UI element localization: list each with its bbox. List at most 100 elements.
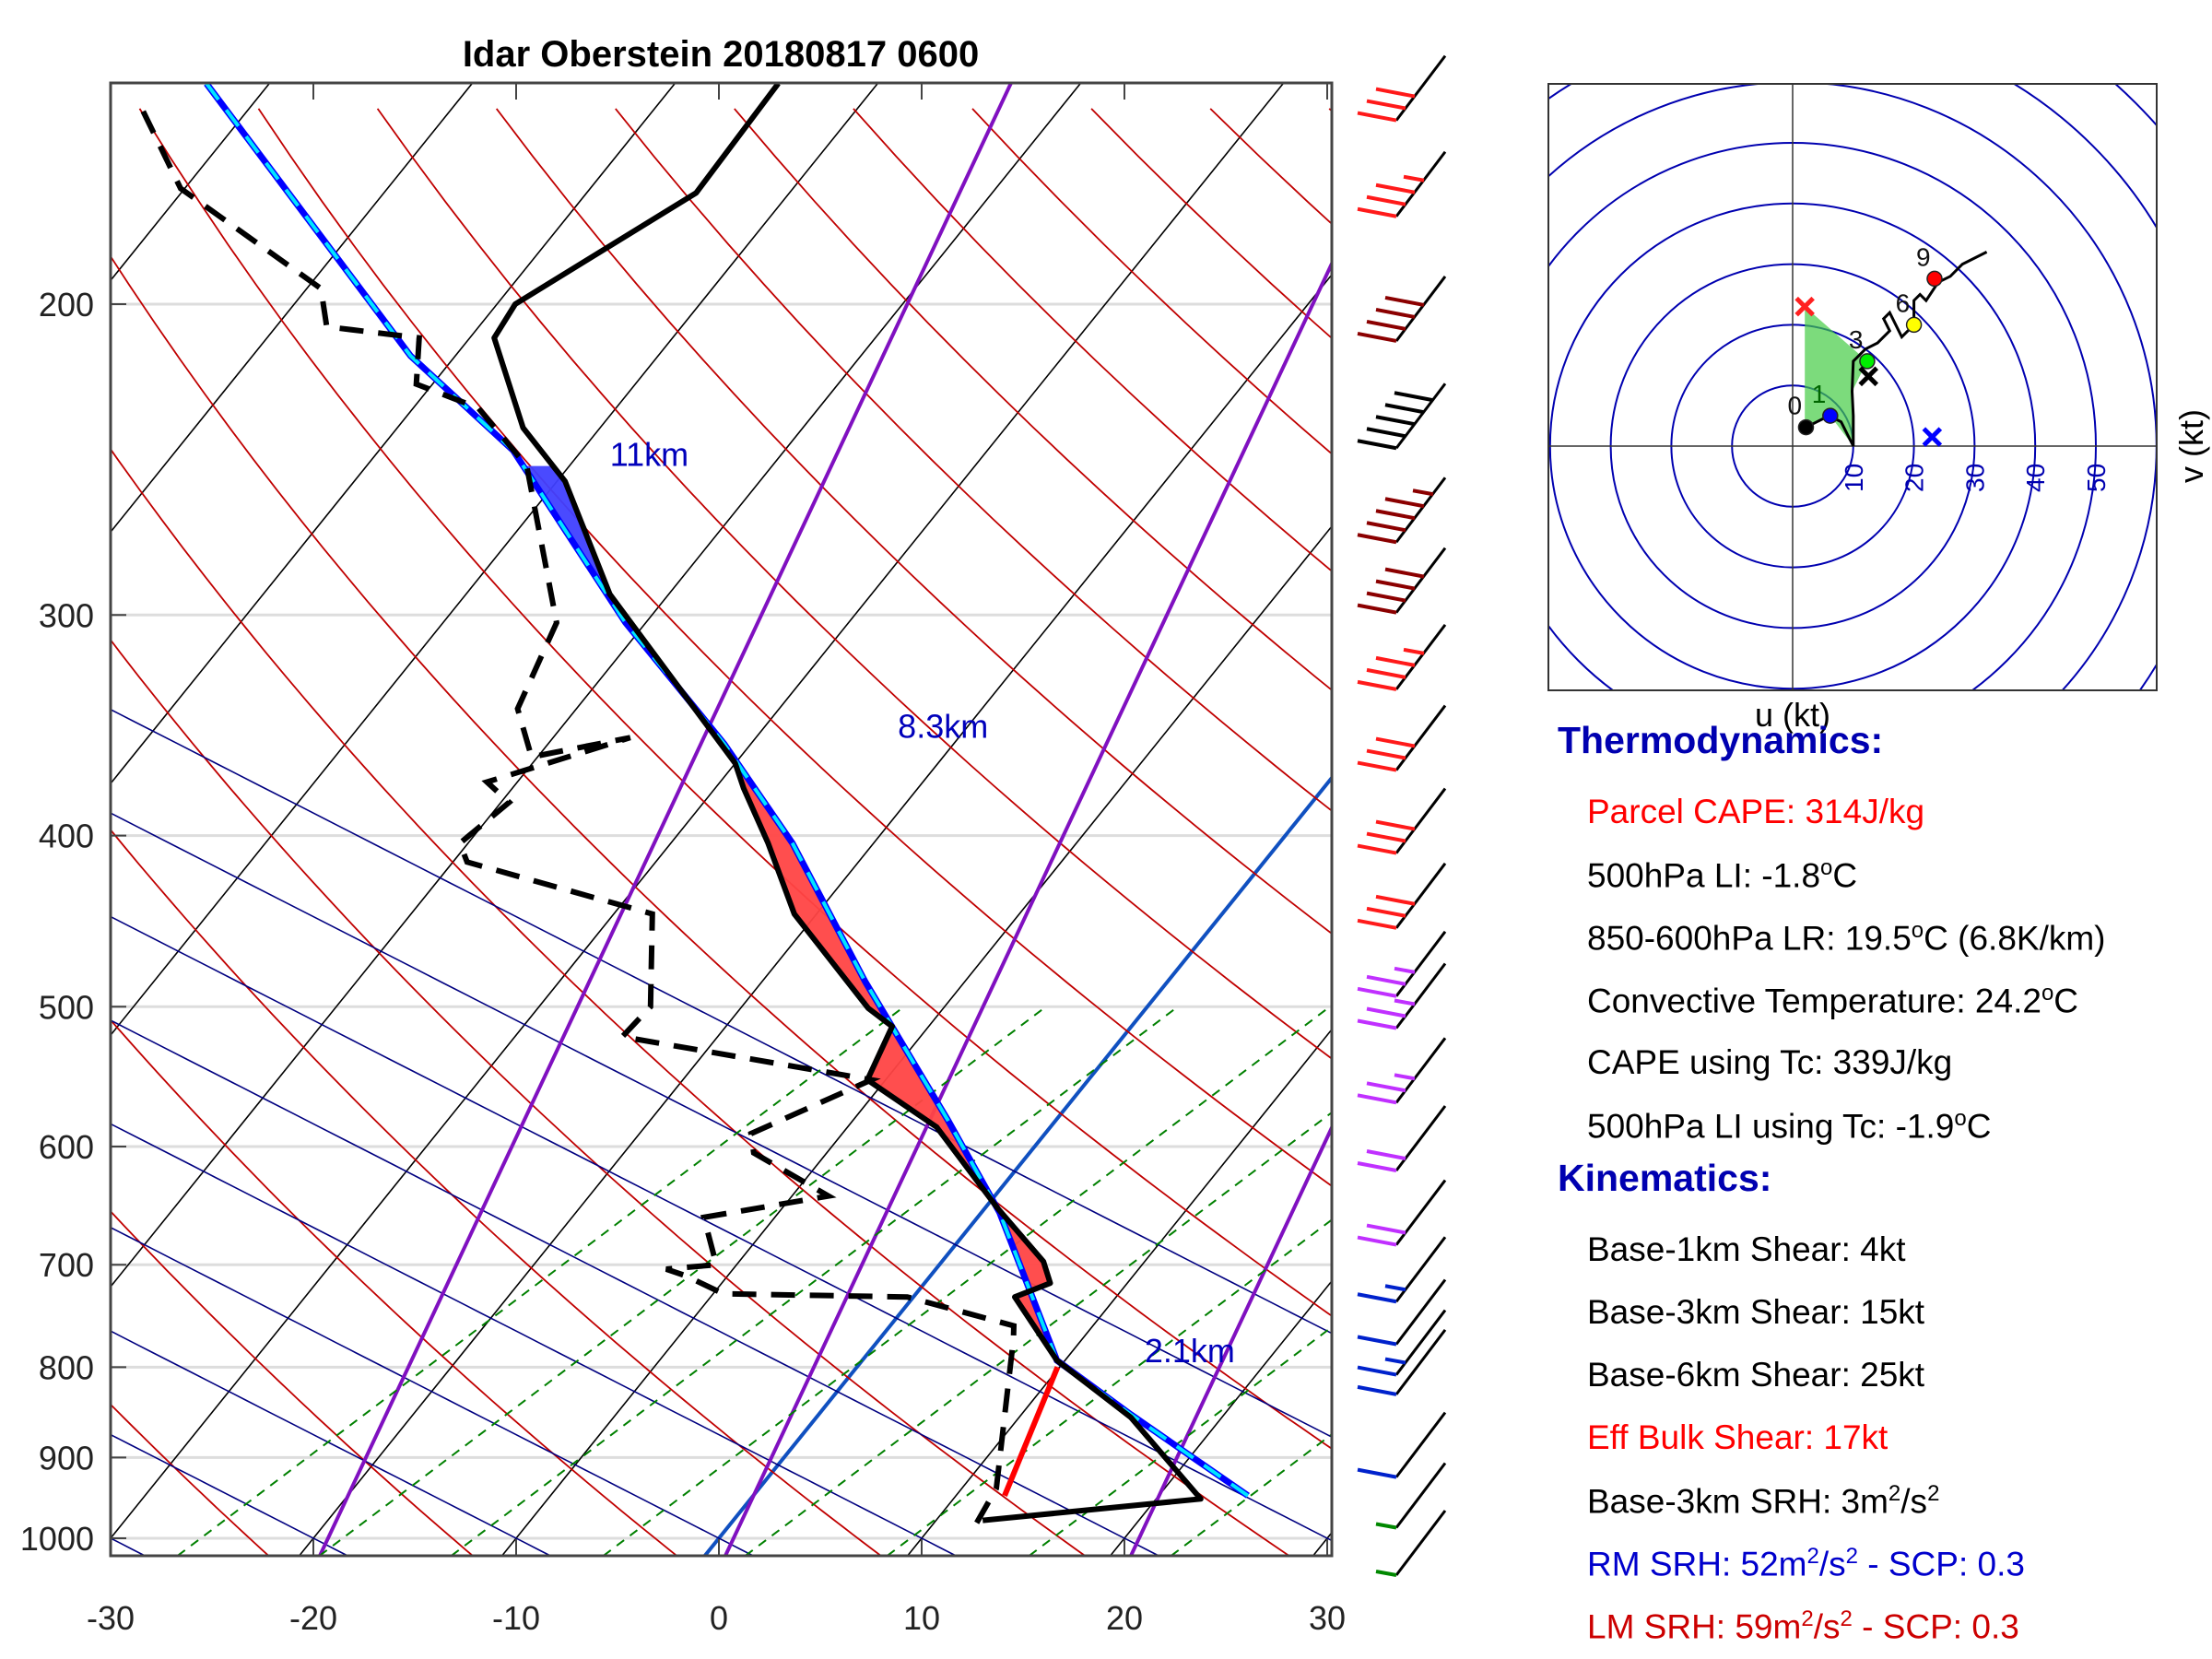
moist-adiabat [111, 1019, 1161, 1556]
moist-adiabat [111, 1123, 959, 1556]
red-parcel-segment [1002, 1366, 1061, 1497]
barb-half [1375, 1570, 1397, 1577]
barb-flag [1375, 894, 1416, 906]
x-tick-label: 10 [903, 1599, 940, 1637]
barb-half [1394, 998, 1416, 1006]
barb-flag [1357, 439, 1397, 451]
dry-adiabat [1209, 108, 1332, 226]
x-tick-label: -30 [87, 1599, 135, 1637]
barb-flag [1366, 194, 1406, 206]
kin-line: Base-1km Shear: 4kt [1587, 1230, 1906, 1268]
barb-flag [1366, 521, 1406, 533]
barb-flag [1366, 831, 1406, 843]
barb-flag [1366, 427, 1406, 439]
hodo-height-label: 0 [1787, 392, 1802, 420]
hodo-ylabel: v (kt) [2172, 409, 2210, 483]
barb-flag [1375, 509, 1416, 521]
thermo-line: 500hPa LI using Tc: -1.9oC [1587, 1106, 1992, 1146]
x-tick-label: -20 [289, 1599, 337, 1637]
hodograph: 0 13 69 10 20 30 40 50 u (kt) v (kt) [1547, 83, 2210, 734]
barb-half [1403, 647, 1425, 655]
hodo-ring-label: 50 [2082, 464, 2111, 492]
barb-half [1394, 1073, 1416, 1081]
barb-flag [1375, 307, 1416, 319]
barb-flag [1366, 1081, 1406, 1093]
dry-adiabat [376, 108, 1332, 1060]
barb-flag [1384, 295, 1425, 307]
mixing-ratio-line [887, 1218, 1332, 1556]
barb-staff [1394, 962, 1447, 1030]
hodo-ring-label: 20 [1900, 464, 1929, 492]
isotherm [1109, 1279, 1332, 1556]
barb-flag [1384, 567, 1425, 579]
barb-staff [1394, 704, 1447, 771]
barb-flag [1394, 391, 1434, 403]
barb-half [1394, 966, 1416, 974]
dry-adiabat [1090, 108, 1332, 340]
dry-adiabat [257, 108, 1332, 1187]
y-tick-label: 600 [39, 1128, 94, 1166]
barb-flag [1366, 974, 1406, 986]
moist-adiabat [111, 915, 1332, 1542]
x-tick-label: 20 [1106, 1599, 1143, 1637]
temperature-line [491, 83, 1204, 1524]
barb-flag [1357, 1292, 1397, 1304]
moist-adiabat [111, 1330, 553, 1556]
barb-flag [1384, 497, 1425, 509]
barb-staff [1394, 477, 1447, 544]
purple-isoline [724, 259, 1332, 1556]
barb-flag [1375, 182, 1416, 194]
barb-half [1403, 174, 1425, 182]
storm-motion-marker [1922, 427, 1943, 447]
isotherm [500, 524, 1332, 1556]
dry-adiabat [111, 1209, 475, 1556]
hodo-ring-label: 40 [2021, 464, 2050, 492]
isotherm [111, 83, 878, 1037]
kin-line: LM SRH: 59m2/s2 - SCP: 0.3 [1587, 1606, 2019, 1646]
isotherm [111, 83, 1081, 1288]
chart-title: Idar Oberstein 20180817 0600 [463, 34, 979, 75]
barb-flag [1366, 1149, 1406, 1160]
barb-flag [1357, 1335, 1397, 1347]
thermo-line: 500hPa LI: -1.8oC [1587, 855, 1858, 895]
x-tick-label: 30 [1309, 1599, 1346, 1637]
x-tick-label: 0 [710, 1599, 728, 1637]
barb-flag [1357, 1235, 1397, 1247]
barb-half [1384, 1284, 1406, 1292]
barb-flag [1366, 1006, 1406, 1018]
storm-motion-marker [1858, 366, 1879, 387]
barb-staff [1394, 276, 1447, 342]
barb-flag [1366, 906, 1406, 918]
thermo-line: Parcel CAPE: 314J/kg [1587, 793, 1925, 830]
isotherm [298, 273, 1332, 1556]
barb-staff [1394, 1411, 1447, 1478]
barb-staff [1394, 1236, 1447, 1303]
height-annotation: 2.1km [1145, 1332, 1235, 1370]
plot-frame [109, 81, 1334, 1558]
dry-adiabat [111, 254, 1332, 1450]
thermo-line: Convective Temperature: 24.2oC [1587, 981, 2079, 1020]
moist-adiabat [111, 1226, 756, 1556]
axes: -30 -20 -10 0 10 20 30 200 300 400 500 600 700 800 900… [20, 83, 1346, 1637]
height-annotation: 8.3km [898, 707, 988, 745]
y-tick-label: 400 [39, 818, 94, 855]
hodo-xlabel: u (kt) [1755, 696, 1830, 734]
hodo-height-marker [1822, 407, 1839, 424]
barb-staff [1394, 1462, 1447, 1529]
barb-flag [1366, 748, 1406, 760]
kin-line: RM SRH: 52m2/s2 - SCP: 0.3 [1587, 1544, 2025, 1583]
thermo-line: 850-600hPa LR: 19.5oC (6.8K/km) [1587, 918, 2106, 958]
barb-flag [1384, 403, 1425, 415]
barb-half [1375, 1522, 1397, 1530]
hodo-height-marker [1859, 353, 1876, 370]
barb-half [1412, 488, 1434, 497]
barb-flag [1375, 736, 1416, 748]
hodo-ring-label: 10 [1840, 464, 1868, 492]
height-annotation: 11km [610, 436, 688, 474]
hodo-frame [1547, 83, 2158, 691]
barb-flag [1366, 99, 1406, 111]
dry-adiabat [111, 1018, 678, 1556]
hodo-height-label: 3 [1849, 325, 1864, 354]
dry-adiabat [111, 829, 883, 1556]
hodo-height-marker [1905, 316, 1923, 334]
